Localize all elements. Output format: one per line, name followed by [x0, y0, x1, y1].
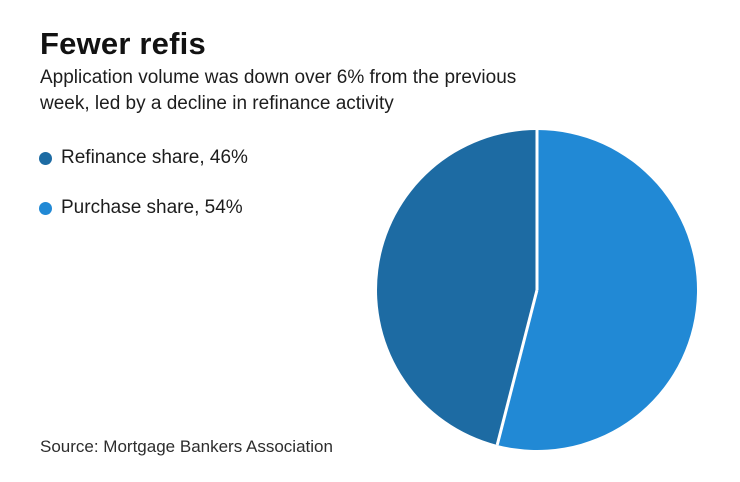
legend-label-refinance: Refinance share, 46%: [61, 147, 248, 168]
legend-label-purchase: Purchase share, 54%: [61, 197, 243, 218]
legend-item-purchase: Purchase share, 54%: [39, 197, 248, 219]
pie-slice-divider: [495, 289, 539, 446]
chart-subtitle-line-2: week, led by a decline in refinance acti…: [40, 93, 394, 114]
legend-dot-purchase-icon: [39, 201, 52, 215]
source-attribution: Source: Mortgage Bankers Association: [40, 437, 333, 456]
chart-subtitle: Application volume was down over 6% from…: [40, 65, 516, 117]
legend: Refinance share, 46% Purchase share, 54%: [39, 147, 248, 247]
chart-title: Fewer refis: [40, 26, 206, 61]
legend-dot-refinance-icon: [39, 151, 52, 165]
pie-slice-refinance: [377, 130, 537, 445]
pie-slice-purchase: [497, 129, 698, 450]
chart-subtitle-line-1: Application volume was down over 6% from…: [40, 67, 517, 88]
legend-item-refinance: Refinance share, 46%: [39, 147, 248, 169]
